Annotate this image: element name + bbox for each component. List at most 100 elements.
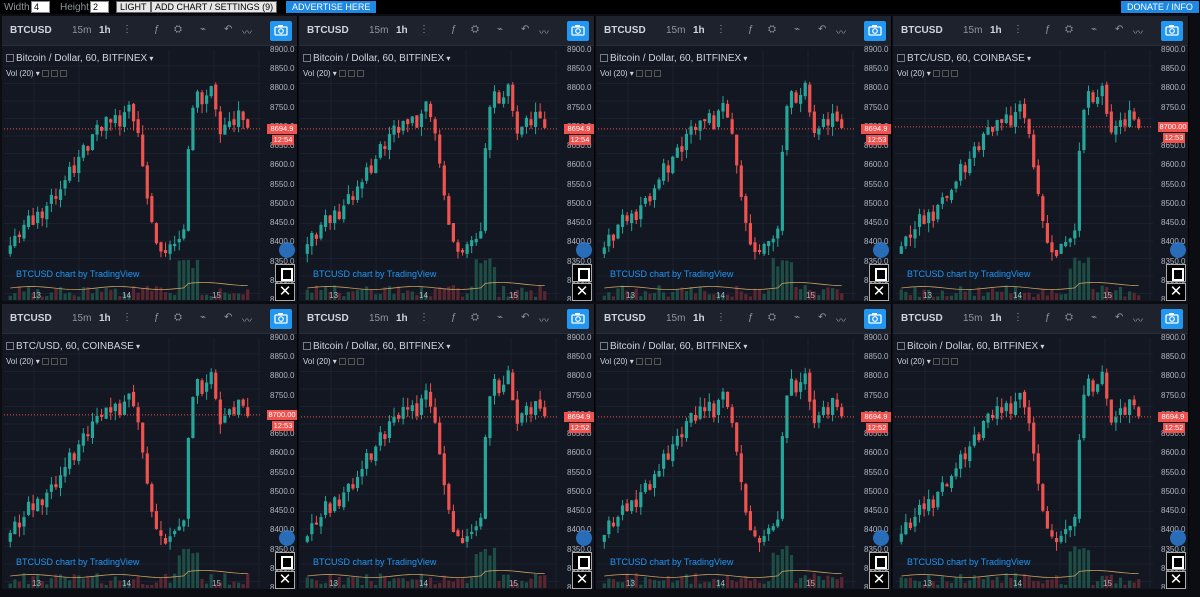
settings-icon[interactable] [50, 70, 58, 77]
chart-legend[interactable]: Bitcoin / Dollar, 60, BITFINEX ▾ [897, 341, 1044, 352]
interval-1h-button[interactable]: 1h [990, 313, 1002, 324]
candlestick-plot[interactable] [4, 338, 262, 588]
camera-icon[interactable] [864, 309, 886, 329]
tradingview-logo-icon[interactable] [576, 530, 592, 546]
chevron-down-icon[interactable]: ▾ [147, 54, 154, 63]
tradingview-logo-icon[interactable] [279, 530, 295, 546]
chart-legend[interactable]: Bitcoin / Dollar, 60, BITFINEX ▾ [303, 341, 450, 352]
add-chart-settings-button[interactable]: ADD CHART / SETTINGS (9) [151, 1, 278, 13]
chevron-down-icon[interactable]: ▾ [444, 342, 451, 351]
symbol-search[interactable]: BTCUSD [604, 313, 646, 324]
light-theme-button[interactable]: LIGHT [116, 1, 151, 13]
chart-type-icon[interactable]: ⌁ [794, 24, 801, 35]
settings-icon[interactable] [347, 70, 355, 77]
settings-icon[interactable] [644, 70, 652, 77]
duplicate-chart-button[interactable] [275, 552, 295, 570]
templates-icon[interactable]: ⛭ [471, 24, 479, 35]
interval-15m-button[interactable]: 15m [369, 313, 389, 324]
candlestick-plot[interactable] [301, 50, 559, 300]
templates-icon[interactable]: ⛭ [471, 312, 479, 323]
collapse-legend-icon[interactable] [600, 54, 608, 62]
duplicate-chart-button[interactable] [869, 264, 889, 282]
chart-legend[interactable]: Bitcoin / Dollar, 60, BITFINEX ▾ [600, 53, 747, 64]
candlestick-plot[interactable] [895, 338, 1153, 588]
eye-icon[interactable] [41, 358, 49, 365]
price-axis[interactable]: 8900.08850.08800.08750.08700.08650.08600… [1157, 45, 1188, 301]
volume-legend[interactable]: Vol (20) ▾ [6, 357, 67, 366]
close-chart-button[interactable]: ✕ [275, 283, 295, 301]
chevron-down-icon[interactable]: ▾ [33, 69, 40, 78]
symbol-search[interactable]: BTCUSD [307, 25, 349, 36]
compare-icon[interactable]: ⋮ [419, 24, 429, 35]
volume-legend[interactable]: Vol (20) ▾ [600, 357, 661, 366]
duplicate-chart-button[interactable] [275, 264, 295, 282]
price-axis[interactable]: 8900.08850.08800.08750.08700.08650.08600… [266, 333, 297, 589]
settings-icon[interactable] [50, 358, 58, 365]
chart-legend[interactable]: Bitcoin / Dollar, 60, BITFINEX ▾ [600, 341, 747, 352]
templates-icon[interactable]: ⛭ [1065, 312, 1073, 323]
close-icon[interactable] [950, 70, 958, 77]
close-icon[interactable] [356, 358, 364, 365]
symbol-search[interactable]: BTCUSD [901, 25, 943, 36]
chart-type-icon[interactable]: ⌁ [1091, 312, 1098, 323]
close-chart-button[interactable]: ✕ [275, 571, 295, 589]
collapse-legend-icon[interactable] [600, 342, 608, 350]
settings-icon[interactable] [644, 358, 652, 365]
camera-icon[interactable] [567, 309, 589, 329]
undo-icon[interactable]: ↶ [818, 24, 827, 35]
symbol-search[interactable]: BTCUSD [10, 313, 52, 324]
collapse-legend-icon[interactable] [897, 342, 905, 350]
chevron-down-icon[interactable]: ▾ [133, 342, 141, 351]
indicators-icon[interactable]: ƒ [154, 312, 160, 323]
eye-icon[interactable] [338, 358, 346, 365]
collapse-legend-icon[interactable] [6, 342, 14, 350]
undo-icon[interactable]: ↶ [224, 312, 233, 323]
volume-legend[interactable]: Vol (20) ▾ [600, 69, 661, 78]
compare-icon[interactable]: ⋮ [716, 312, 726, 323]
redo-icon[interactable]: 〰 [836, 28, 846, 39]
compare-icon[interactable]: ⋮ [419, 312, 429, 323]
close-chart-button[interactable]: ✕ [1166, 283, 1186, 301]
chevron-down-icon[interactable]: ▾ [330, 357, 337, 366]
close-icon[interactable] [59, 70, 67, 77]
indicators-icon[interactable]: ƒ [1045, 312, 1051, 323]
camera-icon[interactable] [567, 21, 589, 41]
price-axis[interactable]: 8900.08850.08800.08750.08700.08650.08600… [860, 333, 891, 589]
close-chart-button[interactable]: ✕ [869, 283, 889, 301]
symbol-search[interactable]: BTCUSD [901, 313, 943, 324]
candlestick-plot[interactable] [301, 338, 559, 588]
collapse-legend-icon[interactable] [303, 54, 311, 62]
width-input[interactable] [31, 1, 50, 13]
chevron-down-icon[interactable]: ▾ [924, 357, 931, 366]
interval-15m-button[interactable]: 15m [369, 25, 389, 36]
advertise-button[interactable]: ADVERTISE HERE [286, 1, 377, 13]
templates-icon[interactable]: ⛭ [1065, 24, 1073, 35]
candlestick-plot[interactable] [4, 50, 262, 300]
duplicate-chart-button[interactable] [1166, 264, 1186, 282]
chevron-down-icon[interactable]: ▾ [627, 69, 634, 78]
chevron-down-icon[interactable]: ▾ [33, 357, 40, 366]
close-chart-button[interactable]: ✕ [572, 571, 592, 589]
interval-1h-button[interactable]: 1h [693, 313, 705, 324]
interval-15m-button[interactable]: 15m [72, 313, 92, 324]
indicators-icon[interactable]: ƒ [154, 24, 160, 35]
close-icon[interactable] [653, 70, 661, 77]
chevron-down-icon[interactable]: ▾ [330, 69, 337, 78]
candlestick-plot[interactable] [598, 50, 856, 300]
redo-icon[interactable]: 〰 [242, 28, 252, 39]
close-chart-button[interactable]: ✕ [869, 571, 889, 589]
chart-type-icon[interactable]: ⌁ [794, 312, 801, 323]
indicators-icon[interactable]: ƒ [748, 24, 754, 35]
chart-type-icon[interactable]: ⌁ [497, 312, 504, 323]
duplicate-chart-button[interactable] [572, 264, 592, 282]
eye-icon[interactable] [932, 70, 940, 77]
interval-1h-button[interactable]: 1h [396, 313, 408, 324]
tradingview-watermark[interactable]: BTCUSD chart by TradingView [313, 557, 437, 567]
redo-icon[interactable]: 〰 [1133, 28, 1143, 39]
tradingview-logo-icon[interactable] [1170, 530, 1186, 546]
indicators-icon[interactable]: ƒ [451, 24, 457, 35]
chart-type-icon[interactable]: ⌁ [200, 312, 207, 323]
redo-icon[interactable]: 〰 [836, 316, 846, 327]
undo-icon[interactable]: ↶ [521, 24, 530, 35]
tradingview-watermark[interactable]: BTCUSD chart by TradingView [610, 269, 734, 279]
